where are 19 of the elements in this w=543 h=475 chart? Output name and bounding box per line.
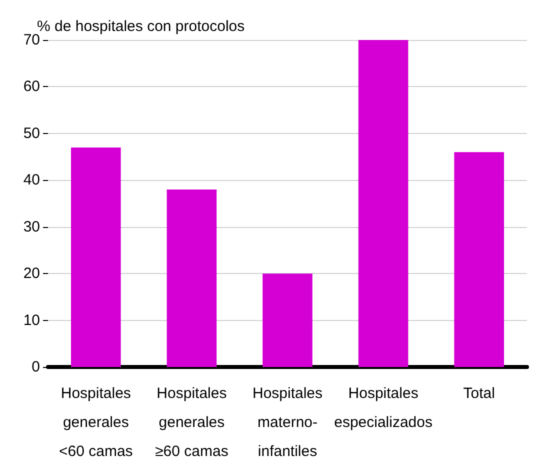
- y-axis-title: % de hospitales con protocolos: [37, 18, 245, 35]
- bar: [262, 274, 312, 367]
- bar: [454, 152, 504, 367]
- y-tick-label: 30: [23, 218, 40, 236]
- y-tick-label: 50: [23, 124, 40, 142]
- y-tick-label: 10: [23, 312, 40, 329]
- x-tick-label: Hospitales generales ≥60 camas: [155, 385, 228, 460]
- y-tick-label: 20: [23, 265, 40, 282]
- y-tick-label: 40: [23, 172, 40, 189]
- bar: [70, 147, 121, 367]
- x-tick-label: Total: [463, 385, 495, 402]
- x-tick-label: Hospitales materno- infantiles: [252, 385, 323, 460]
- y-tick-label: 70: [23, 32, 40, 48]
- x-tick-label: Hospitales generales <60 camas: [59, 385, 133, 460]
- y-tick-label: 60: [23, 78, 40, 96]
- x-tick-label: Hospitales especializados: [334, 385, 433, 431]
- bar: [166, 189, 217, 367]
- bar: [358, 40, 408, 367]
- y-tick-label: 0: [32, 358, 40, 376]
